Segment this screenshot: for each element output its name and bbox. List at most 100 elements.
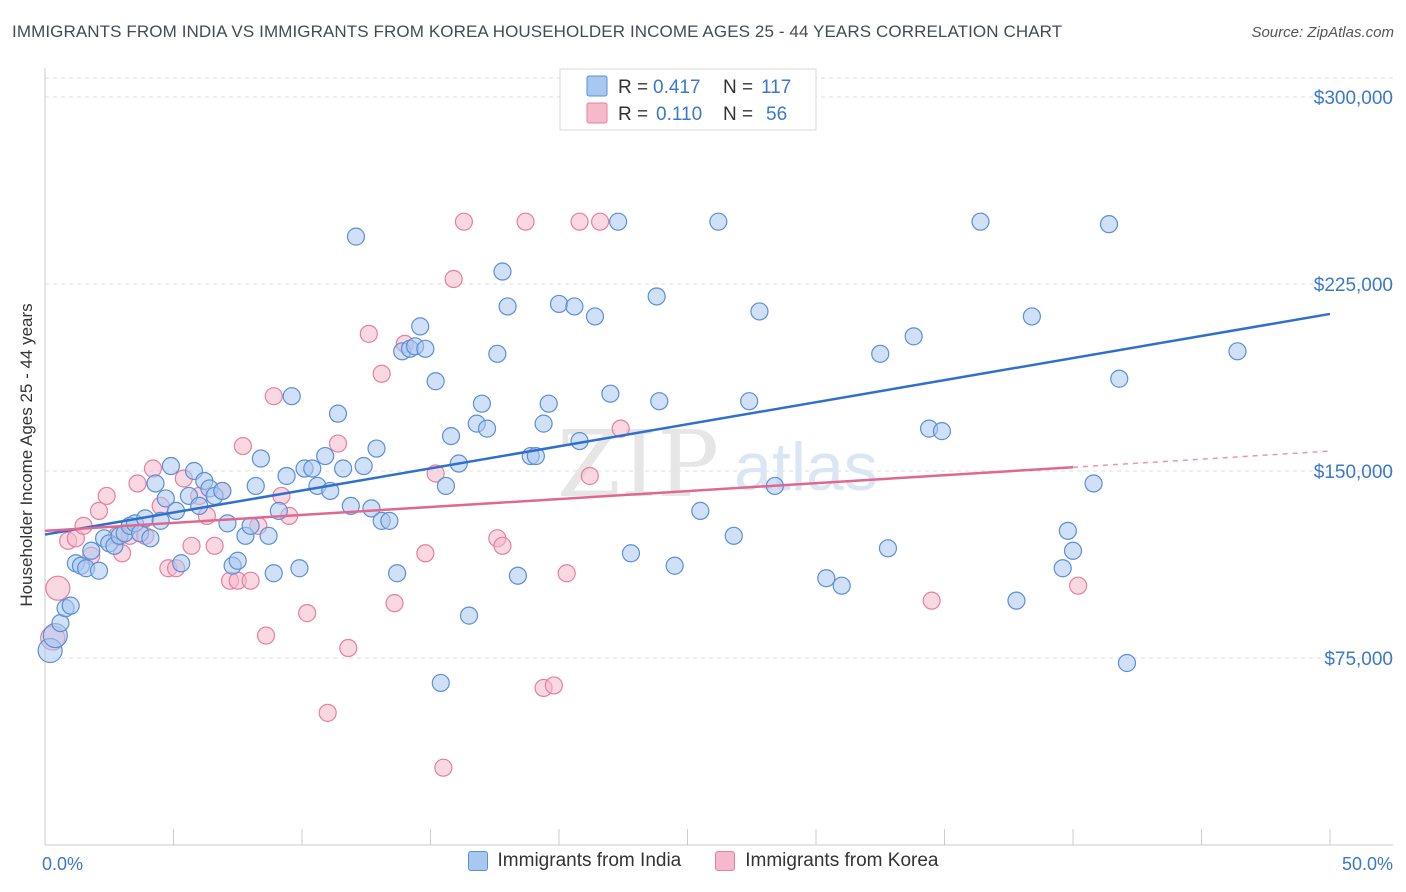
legend-swatch-korea [715,851,736,871]
legend-r-label: R = [618,104,648,125]
legend-label-india: Immigrants from India [497,850,682,871]
data-point [359,324,378,343]
data-point [557,564,576,583]
data-point [89,561,109,580]
data-point [565,297,584,316]
legend-swatch-india [467,851,488,871]
source-label: Source: ZipAtlas.com [1251,24,1394,41]
data-point [591,212,610,231]
data-point [611,419,630,438]
data-point [544,676,563,695]
legend-n-value-india: 117 [761,77,791,98]
data-point [878,539,898,558]
y-tick-label: $150,000 [1314,462,1393,483]
data-point [233,436,252,456]
data-point [416,339,435,358]
data-point [904,327,923,346]
trend-line-korea [44,466,1074,533]
data-point [205,536,224,555]
data-point [1099,215,1119,234]
data-point [339,638,358,658]
data-point [441,426,461,446]
watermark: ZIP atlas [557,411,878,518]
data-point [1069,576,1088,595]
data-point [971,212,990,231]
data-point [264,564,283,583]
data-point [218,514,237,533]
data-point [213,481,232,501]
x-tick-label-min: 0.0% [42,854,83,874]
data-point [1058,521,1077,540]
data-point [298,604,317,623]
data-point [328,434,348,453]
y-tick-label: $75,000 [1324,649,1393,670]
bottom-legend: Immigrants from India Immigrants from Ko… [0,850,1406,872]
data-point [621,544,641,563]
data-point [454,212,474,231]
axes [44,68,1393,846]
data-point [1228,342,1247,361]
data-point [1022,307,1041,326]
data-point [264,387,283,406]
data-point [444,269,463,289]
data-point [45,575,71,601]
y-axis-label: Householder Income Ages 25 - 44 years [17,303,36,606]
data-point [459,606,479,625]
data-point [549,294,569,314]
legend-r-value-india: 0.417 [653,77,701,98]
data-point [832,576,851,595]
data-point [516,212,535,231]
data-point [709,212,728,231]
chart-title: IMMIGRANTS FROM INDIA VS IMMIGRANTS FROM… [12,22,1063,41]
data-point [1063,541,1083,560]
data-point [251,449,270,468]
data-point [362,499,381,518]
data-point [385,594,404,613]
trend-lines [44,312,1331,536]
data-point [724,526,743,545]
data-point [431,673,450,693]
data-point [259,526,278,545]
data-point [241,571,260,590]
data-point [61,596,80,615]
legend-swatch-india [586,75,608,97]
legend-n-value-korea: 56 [766,104,787,125]
data-point [128,474,147,493]
data-point [89,501,109,520]
data-point [1007,591,1026,610]
data-point [434,758,453,777]
legend-r-value-korea: 0.110 [656,104,702,125]
data-point [493,536,512,555]
data-point [334,459,353,478]
data-point [143,459,163,478]
y-tick-labels: $75,000 $150,000 $225,000 $300,000 [1314,88,1393,670]
data-point [341,496,360,516]
watermark-atlas: atlas [734,429,878,505]
data-point [585,307,605,326]
data-point [580,466,599,486]
data-point [750,302,769,321]
data-point [508,566,527,585]
data-point [82,541,101,560]
data-point [871,344,890,363]
trend-line-korea-extension [1072,450,1331,469]
legend-item-india: Immigrants from India [467,850,682,872]
data-point [328,404,348,423]
data-point [411,317,430,336]
data-point [97,486,116,506]
legend-box: R = 0.417 N = 117 R = 0.110 N = 56 [559,68,817,131]
data-point [372,364,391,383]
data-point [647,287,666,306]
legend-n-label: N = [723,77,753,98]
data-point [539,394,558,413]
y-tick-label: $300,000 [1314,88,1393,109]
india-points [37,212,1247,693]
data-point [290,559,309,578]
x-tick-label-max: 50.0% [1342,854,1393,874]
data-point [436,476,456,496]
data-point [488,344,507,363]
data-point [534,414,553,433]
legend-item-korea: Immigrants from Korea [715,850,938,872]
legend-n-label: N = [723,104,753,125]
